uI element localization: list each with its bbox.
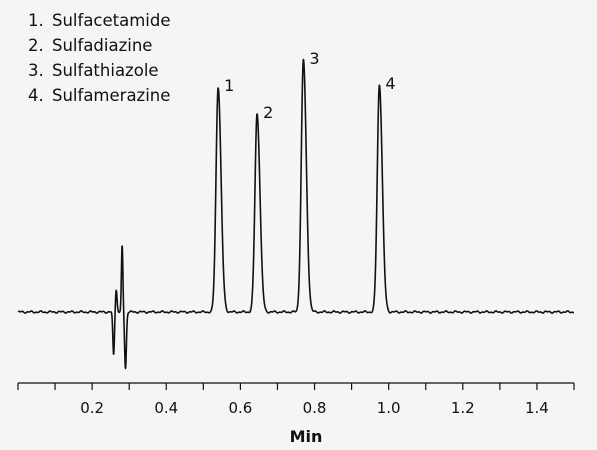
legend-label: Sulfathiazole bbox=[52, 61, 159, 80]
legend-number: 3. bbox=[28, 61, 44, 80]
legend-number: 4. bbox=[28, 86, 44, 105]
peak-label-2: 2 bbox=[263, 103, 273, 122]
x-tick-label: 1.2 bbox=[451, 399, 475, 417]
legend-item-1: 1. Sulfacetamide bbox=[28, 8, 171, 33]
x-tick-label: 0.4 bbox=[154, 399, 178, 417]
legend-item-3: 3. Sulfathiazole bbox=[28, 58, 171, 83]
legend-number: 1. bbox=[28, 11, 44, 30]
legend-label: Sulfacetamide bbox=[52, 11, 171, 30]
x-tick-label: 0.6 bbox=[228, 399, 252, 417]
x-tick-label: 1.0 bbox=[377, 399, 401, 417]
x-tick-label: 0.2 bbox=[80, 399, 104, 417]
legend-label: Sulfadiazine bbox=[52, 36, 153, 55]
legend-item-4: 4. Sulfamerazine bbox=[28, 83, 171, 108]
legend-item-2: 2. Sulfadiazine bbox=[28, 33, 171, 58]
legend-number: 2. bbox=[28, 36, 44, 55]
x-axis: 0.2 0.4 0.6 0.8 1.0 1.2 1.4 bbox=[17, 382, 575, 417]
x-axis-title: Min bbox=[290, 427, 323, 446]
x-tick-label: 1.4 bbox=[525, 399, 549, 417]
chromatogram-trace bbox=[17, 58, 575, 370]
legend: 1. Sulfacetamide 2. Sulfadiazine 3. Sulfath… bbox=[28, 8, 171, 108]
peak-label-1: 1 bbox=[224, 76, 234, 95]
peak-labels: 1 2 3 4 bbox=[224, 49, 395, 122]
peak-label-3: 3 bbox=[309, 49, 319, 68]
x-tick-label: 0.8 bbox=[303, 399, 327, 417]
peak-label-4: 4 bbox=[385, 74, 395, 93]
legend-label: Sulfamerazine bbox=[52, 86, 171, 105]
